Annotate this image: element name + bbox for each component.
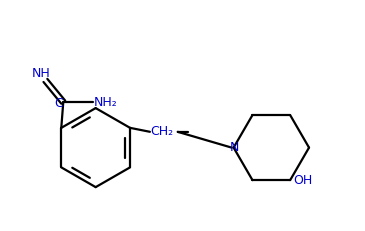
Text: C: C: [54, 97, 63, 110]
Text: CH₂: CH₂: [150, 125, 173, 138]
Text: N: N: [230, 141, 239, 154]
Text: NH₂: NH₂: [94, 96, 118, 109]
Text: OH: OH: [293, 174, 312, 187]
Text: NH: NH: [32, 67, 51, 80]
